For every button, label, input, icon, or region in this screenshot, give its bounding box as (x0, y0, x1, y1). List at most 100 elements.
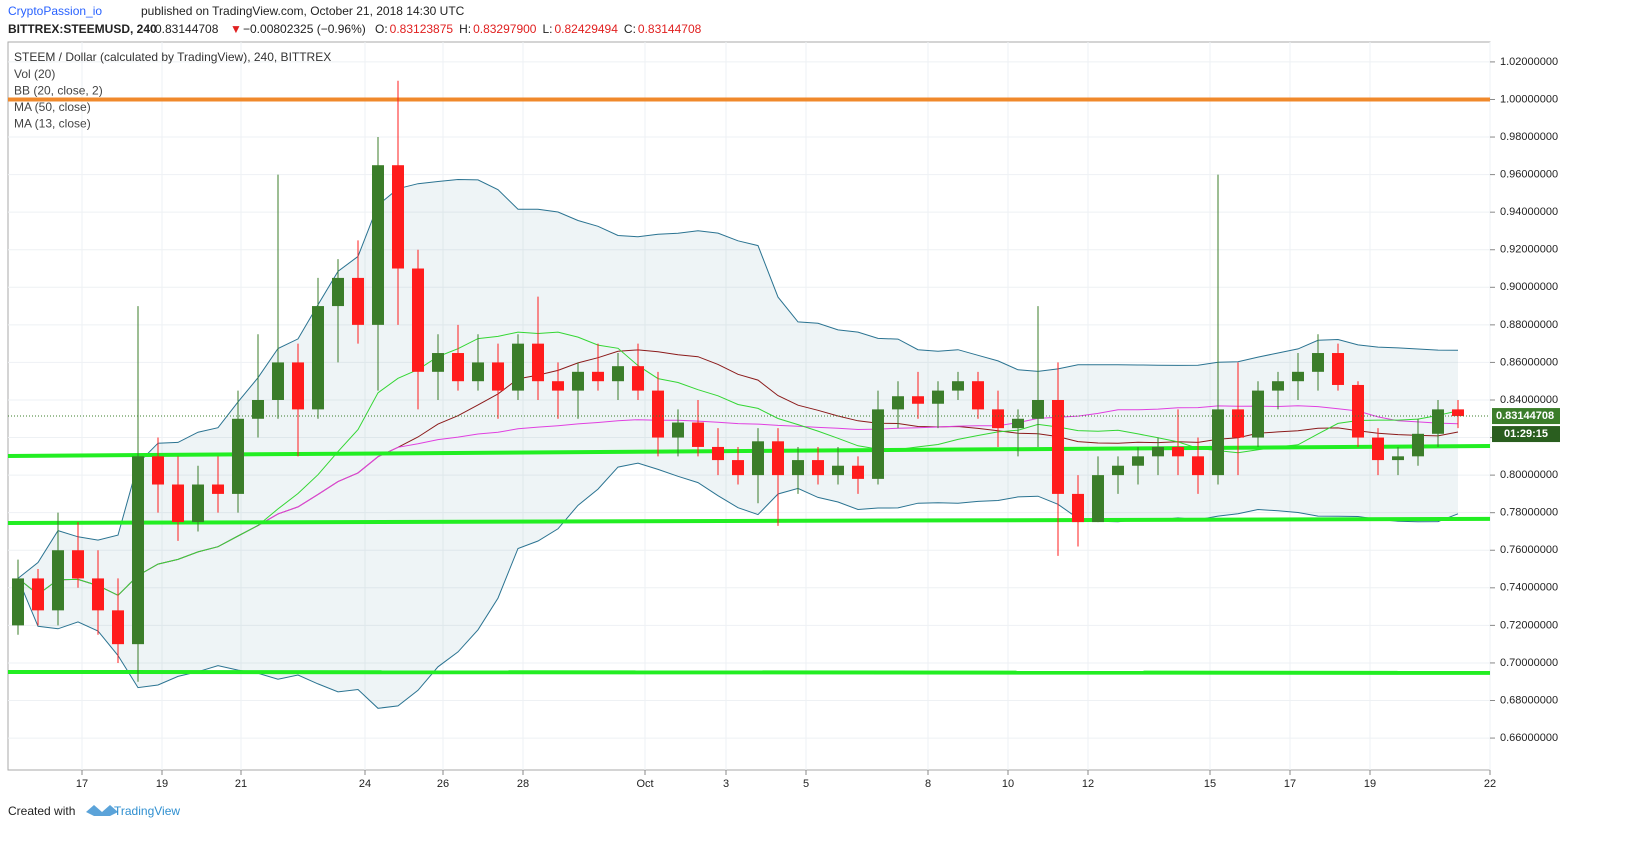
candle-body (792, 460, 804, 476)
x-tick-label: 12 (1082, 778, 1094, 790)
x-tick-label: 26 (437, 778, 449, 790)
candle-body (972, 381, 984, 410)
countdown-box (1492, 426, 1560, 443)
candle-body (1292, 371, 1304, 382)
ohlc-value: 0.83297900 (473, 22, 537, 36)
candle-body (352, 277, 364, 325)
candle-body (192, 484, 204, 523)
ohlc-value: 0.82429494 (555, 22, 619, 36)
candle-body (1132, 456, 1144, 466)
candle-body (1392, 456, 1404, 461)
ohlc-key: H: (459, 22, 471, 36)
candle-body (1432, 409, 1444, 434)
candle-body (712, 446, 724, 461)
x-tick-label: 17 (1284, 778, 1296, 790)
y-tick-label: 0.78000000 (1500, 507, 1558, 519)
candle-body (592, 371, 604, 382)
y-tick-label: 0.80000000 (1500, 469, 1558, 481)
candle-body (252, 399, 264, 419)
y-tick-label: 1.00000000 (1500, 93, 1558, 105)
level-line (7, 669, 1491, 675)
candle-body (1352, 384, 1364, 438)
candle-body (212, 484, 224, 494)
grid (8, 42, 1491, 770)
candle-body (772, 441, 784, 476)
candle-body (672, 422, 684, 438)
candle-body (872, 409, 884, 479)
countdown: 01:29:15 (1504, 428, 1548, 440)
candle-body (652, 390, 664, 438)
candle-body (332, 277, 344, 307)
candle-body (1412, 433, 1424, 457)
y-tick-label: 0.86000000 (1500, 356, 1558, 368)
ohlc-key: L: (542, 22, 552, 36)
candle-body (172, 484, 184, 523)
x-tick-label: 3 (723, 778, 729, 790)
candle-body (272, 362, 284, 400)
candle-body (1312, 353, 1324, 372)
x-tick-label: 22 (1484, 778, 1496, 790)
candle-body (412, 268, 424, 372)
ohlc-value: 0.83144708 (638, 22, 702, 36)
candle-body (992, 409, 1004, 429)
ohlc-value: 0.83123875 (390, 22, 454, 36)
candle-body (852, 465, 864, 479)
candle-body (752, 441, 764, 476)
x-tick-label: 19 (156, 778, 168, 790)
change: −0.00802325 (−0.96%) (243, 22, 366, 36)
x-tick-label: Oct (636, 778, 653, 790)
x-tick-label: 19 (1364, 778, 1376, 790)
candle-body (12, 578, 24, 626)
candle-body (52, 550, 64, 611)
candle-body (1272, 381, 1284, 391)
y-tick-label: 1.02000000 (1500, 56, 1558, 68)
candle-body (472, 362, 484, 382)
candles (12, 80, 1464, 682)
footer-text: Created with (8, 804, 75, 818)
candle-body (392, 165, 404, 269)
candle-body (892, 396, 904, 410)
candle-body (492, 362, 504, 391)
x-tick-label: 5 (803, 778, 809, 790)
candle-body (1032, 399, 1044, 419)
candle-body (292, 362, 304, 410)
candle-body (1052, 399, 1064, 494)
candle-body (1172, 446, 1184, 457)
author[interactable]: CryptoPassion_io (8, 4, 102, 18)
y-tick-label: 0.90000000 (1500, 281, 1558, 293)
candle-body (72, 550, 84, 579)
candle-body (152, 456, 164, 485)
candle-body (912, 396, 924, 404)
x-tick-label: 21 (235, 778, 247, 790)
chart-title: STEEM / Dollar (calculated by TradingVie… (14, 50, 331, 64)
candle-body (612, 366, 624, 382)
y-tick-label: 0.92000000 (1500, 244, 1558, 256)
candle-body (372, 165, 384, 325)
y-tick-label: 0.70000000 (1500, 657, 1558, 669)
candle-body (132, 456, 144, 645)
x-tick-label: 8 (925, 778, 931, 790)
candle-body (732, 460, 744, 476)
legend-entry: MA (50, close) (14, 100, 91, 114)
x-tick-label: 28 (517, 778, 529, 790)
x-tick-label: 17 (76, 778, 88, 790)
candle-body (1232, 409, 1244, 438)
candle-body (952, 381, 964, 391)
candle-body (1332, 353, 1344, 385)
y-tick-label: 0.98000000 (1500, 131, 1558, 143)
candle-body (232, 418, 244, 494)
candle-body (812, 460, 824, 476)
published: published on TradingView.com, October 21… (141, 4, 465, 18)
footer-brand[interactable]: TradingView (114, 804, 180, 818)
x-tick-label: 10 (1002, 778, 1014, 790)
candle-body (1072, 493, 1084, 523)
candle-body (532, 343, 544, 382)
x-tick-label: 15 (1204, 778, 1216, 790)
legend-entry: MA (13, close) (14, 117, 91, 131)
level-line (7, 444, 1491, 458)
y-tick-label: 0.74000000 (1500, 582, 1558, 594)
candle-body (1092, 475, 1104, 523)
candle-body (1212, 409, 1224, 476)
symbol: BITTREX:STEEMUSD, 240 (8, 22, 157, 36)
